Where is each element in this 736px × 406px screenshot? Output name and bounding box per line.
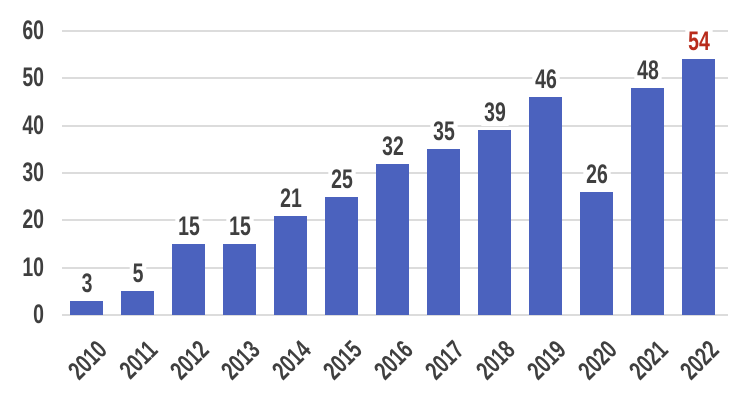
y-axis-label: 40 xyxy=(22,110,44,140)
bar-value-label: 25 xyxy=(327,166,356,193)
x-axis-label: 2010 xyxy=(61,334,113,386)
y-axis-label: 30 xyxy=(22,157,44,187)
x-axis-label: 2016 xyxy=(367,334,419,386)
bar-value-label: 3 xyxy=(78,270,95,297)
gridline xyxy=(62,125,728,127)
bar-value-label: 46 xyxy=(531,66,560,93)
bar-value-label: 5 xyxy=(129,260,146,287)
x-axis-label: 2015 xyxy=(316,334,368,386)
bar-value-label: 48 xyxy=(633,57,662,84)
bar-2011 xyxy=(121,291,154,315)
x-axis-label: 2013 xyxy=(214,334,266,386)
y-axis-label: 10 xyxy=(22,252,44,282)
bar-value-label: 39 xyxy=(480,99,509,126)
gridline xyxy=(62,314,728,316)
bar-value-label: 35 xyxy=(429,118,458,145)
bar-2017 xyxy=(427,149,460,315)
x-axis-label: 2012 xyxy=(163,334,215,386)
gridline xyxy=(62,77,728,79)
bar-value-label: 54 xyxy=(684,28,713,55)
x-axis-label: 2018 xyxy=(469,334,521,386)
x-axis-label: 2019 xyxy=(520,334,572,386)
x-axis-label: 2020 xyxy=(571,334,623,386)
y-axis-label: 0 xyxy=(33,299,44,329)
x-axis-label: 2011 xyxy=(113,334,164,385)
y-axis-label: 50 xyxy=(22,62,44,92)
bar-value-label: 15 xyxy=(174,213,203,240)
bar-2021 xyxy=(631,88,664,315)
bar-2014 xyxy=(274,216,307,315)
bar-2020 xyxy=(580,192,613,315)
bar-2019 xyxy=(529,97,562,315)
bar-2022 xyxy=(682,59,715,315)
bar-value-label: 32 xyxy=(378,133,407,160)
x-axis-label: 2014 xyxy=(265,334,317,386)
bar-2016 xyxy=(376,164,409,315)
x-axis-label: 2021 xyxy=(622,334,674,386)
bar-2012 xyxy=(172,244,205,315)
bar-2015 xyxy=(325,197,358,315)
y-axis-label: 20 xyxy=(22,204,44,234)
bar-value-label: 21 xyxy=(276,185,305,212)
bar-2013 xyxy=(223,244,256,315)
gridline xyxy=(62,30,728,32)
bar-value-label: 26 xyxy=(582,161,611,188)
y-axis-label: 60 xyxy=(22,15,44,45)
bar-2018 xyxy=(478,130,511,315)
bar-2010 xyxy=(70,301,103,315)
bar-value-label: 15 xyxy=(225,213,254,240)
x-axis-label: 2022 xyxy=(673,334,725,386)
x-axis-label: 2017 xyxy=(418,334,470,386)
